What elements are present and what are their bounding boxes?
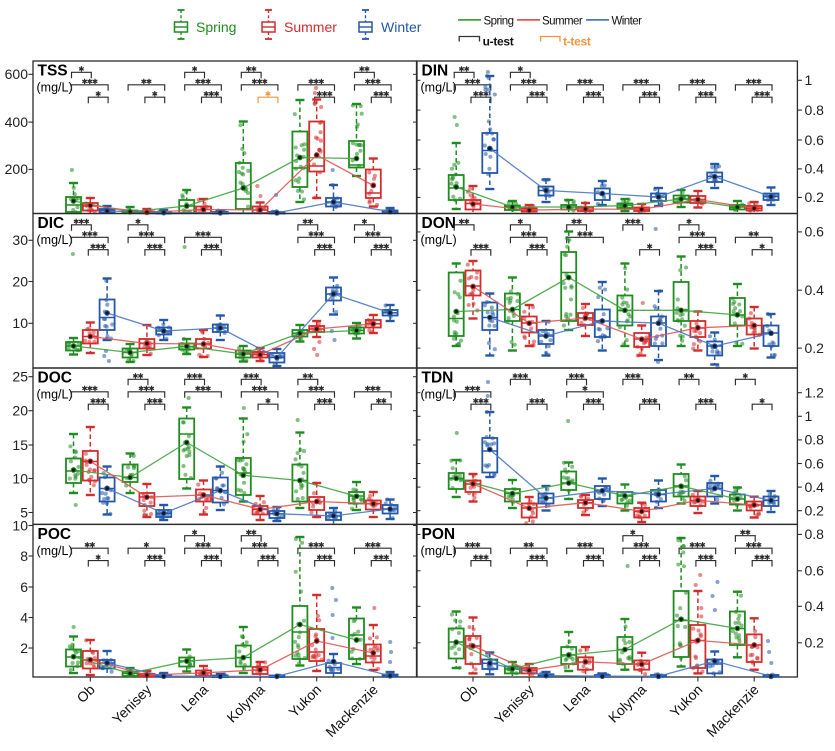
svg-text:30: 30 [12,232,28,248]
svg-text:0.2: 0.2 [805,635,825,651]
svg-text:u-test: u-test [483,35,514,49]
svg-text:0.8: 0.8 [805,102,825,118]
svg-text:2: 2 [20,640,28,656]
svg-text:Spring: Spring [196,19,236,35]
svg-text:0.6: 0.6 [805,563,825,579]
svg-text:DOC: DOC [38,370,72,387]
svg-text:TDN: TDN [422,370,454,387]
svg-text:6: 6 [20,579,28,595]
svg-text:0.2: 0.2 [805,503,825,519]
svg-text:0.4: 0.4 [805,282,825,298]
svg-text:0.6: 0.6 [805,132,825,148]
svg-text:(mg/L): (mg/L) [37,544,73,558]
svg-text:DIN: DIN [422,63,449,80]
svg-text:Summer: Summer [542,15,583,27]
svg-text:200: 200 [5,161,29,177]
svg-text:0.2: 0.2 [805,340,825,356]
svg-text:DIC: DIC [38,215,65,232]
svg-text:4: 4 [20,609,28,625]
svg-text:Spring: Spring [484,15,514,27]
svg-text:0.6: 0.6 [805,455,825,471]
svg-text:Winter: Winter [381,19,422,35]
svg-text:0.8: 0.8 [805,432,825,448]
svg-text:(mg/L): (mg/L) [421,81,457,95]
svg-text:15: 15 [12,437,28,453]
svg-text:0.4: 0.4 [805,598,825,614]
svg-text:(mg/L): (mg/L) [421,233,457,247]
svg-text:0.2: 0.2 [805,189,825,205]
svg-text:1: 1 [805,72,813,88]
svg-text:(mg/L): (mg/L) [421,544,457,558]
svg-text:600: 600 [5,66,29,82]
svg-text:Summer: Summer [284,19,337,35]
svg-text:DON: DON [422,215,456,232]
svg-text:0.4: 0.4 [805,161,825,177]
svg-text:1.2: 1.2 [805,385,825,401]
svg-text:(mg/L): (mg/L) [37,233,73,247]
svg-text:0.4: 0.4 [805,479,825,495]
svg-text:t-test: t-test [563,35,591,49]
svg-text:1: 1 [805,408,813,424]
svg-text:POC: POC [38,526,72,543]
svg-text:20: 20 [12,403,28,419]
svg-text:0.8: 0.8 [805,526,825,542]
svg-text:PON: PON [422,526,456,543]
svg-text:TSS: TSS [38,63,68,80]
svg-text:10: 10 [12,315,28,331]
svg-text:10: 10 [12,517,28,533]
svg-text:400: 400 [5,114,29,130]
svg-text:0.6: 0.6 [805,224,825,240]
svg-text:(mg/L): (mg/L) [421,388,457,402]
svg-text:10: 10 [12,470,28,486]
svg-text:(mg/L): (mg/L) [37,81,73,95]
svg-text:8: 8 [20,548,28,564]
svg-text:Winter: Winter [612,15,643,27]
svg-text:25: 25 [12,369,28,385]
svg-text:(mg/L): (mg/L) [37,388,73,402]
svg-text:20: 20 [12,273,28,289]
svg-text:5: 5 [20,504,28,520]
